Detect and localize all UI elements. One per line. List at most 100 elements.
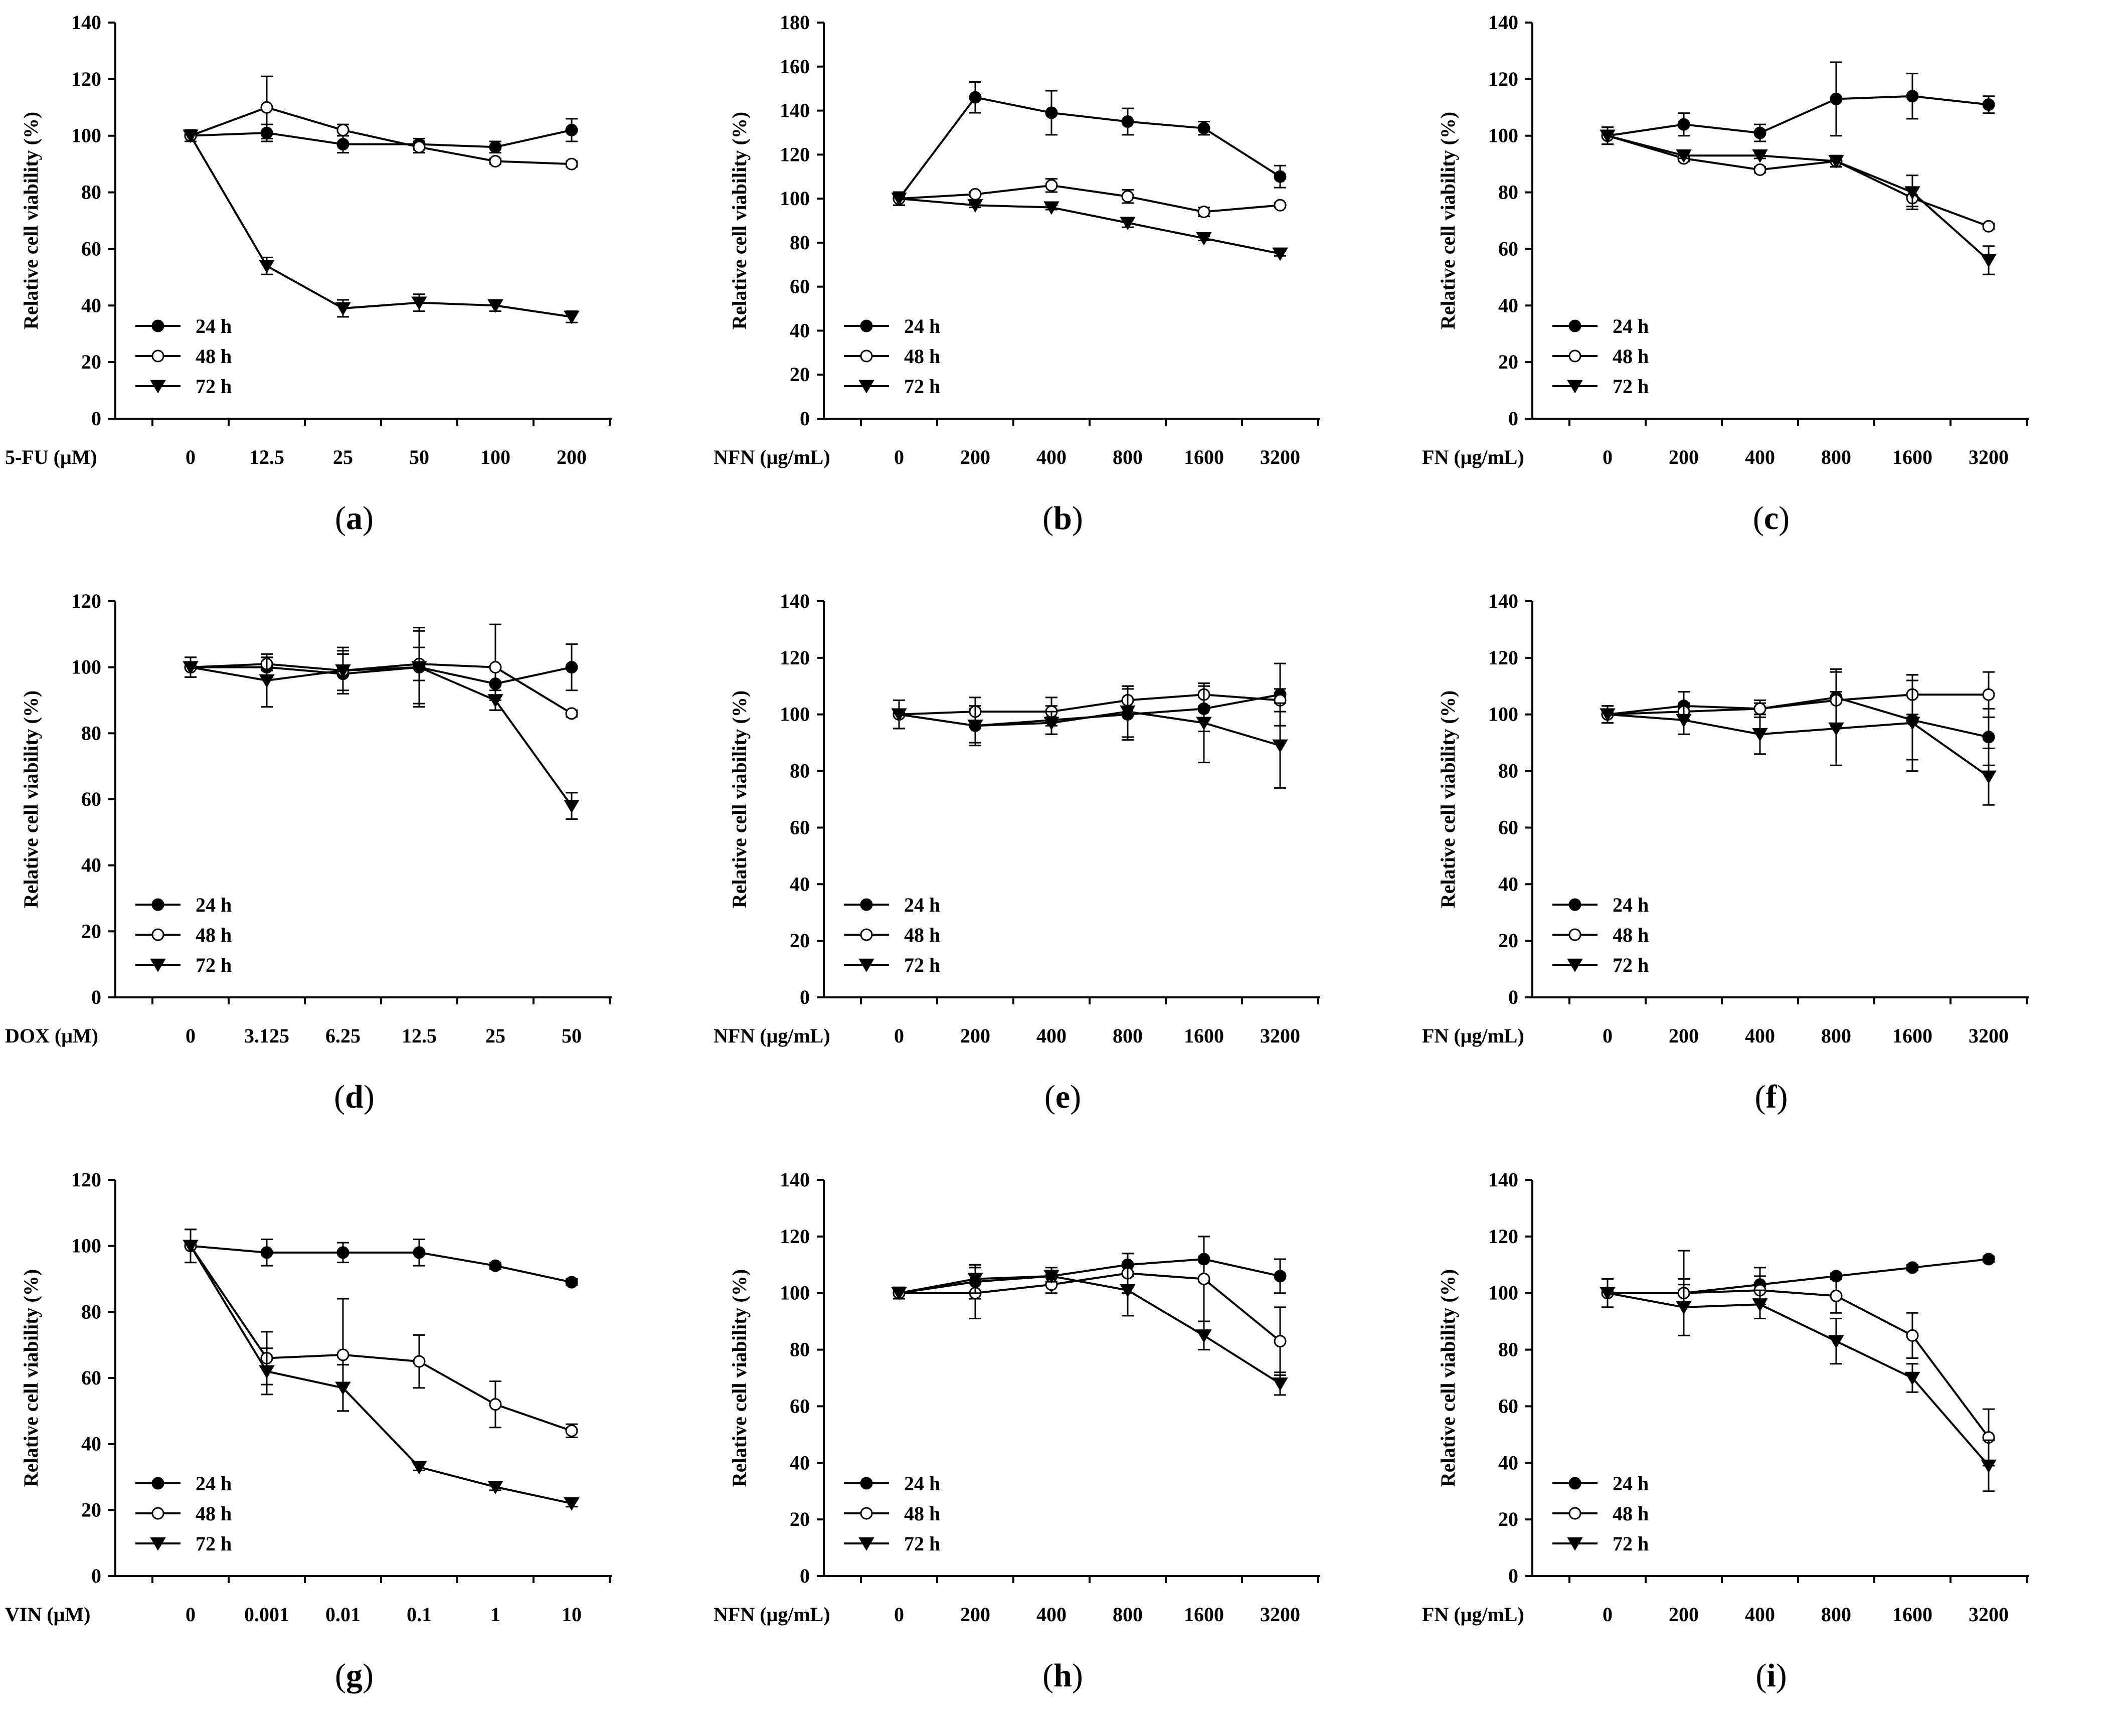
y-tick-label: 180: [780, 11, 810, 34]
y-tick-label: 120: [780, 1225, 810, 1248]
series-line: [1607, 134, 1989, 228]
data-point: [259, 260, 275, 273]
chart-panel-h: 0 20 40 60 80 100 120 140 0 200 400 800 1600 3200 NFN …: [708, 1157, 1417, 1736]
x-axis-title: FN (μg/mL): [1422, 446, 1524, 468]
data-point: [891, 1287, 907, 1301]
legend-marker: [151, 319, 164, 332]
y-tick-label: 140: [71, 11, 101, 34]
legend-label: 24 h: [196, 894, 232, 916]
data-point: [1274, 1335, 1287, 1348]
x-tick-label: 400: [1036, 1603, 1067, 1626]
legend-item: 24 h: [1552, 894, 1649, 916]
panel-label: (i): [1755, 1657, 1787, 1694]
chart-panel-g: 0 20 40 60 80 100 120 0 0.001 0.01 0.1 1 10 VIN (μM) R…: [0, 1157, 708, 1736]
data-point: [1676, 149, 1692, 163]
x-tick-label: 50: [409, 446, 429, 468]
data-point: [1753, 702, 1766, 715]
data-point: [335, 302, 351, 316]
series-72h: [891, 191, 1288, 261]
x-axis-title: NFN (μg/mL): [714, 1024, 830, 1047]
y-tick-label: 40: [81, 1433, 101, 1455]
data-point: [1753, 163, 1766, 176]
panel-label: (f): [1755, 1079, 1788, 1115]
y-tick-label: 20: [81, 351, 101, 373]
series-72h: [1600, 674, 1997, 806]
data-point: [489, 661, 502, 674]
x-tick-label: 12.5: [249, 446, 284, 468]
x-tick-label: 200: [960, 446, 990, 468]
x-tick-label: 0: [894, 446, 904, 468]
y-tick-label: 0: [91, 1565, 101, 1587]
x-tick-label: 0: [186, 1024, 196, 1047]
data-point: [259, 1365, 275, 1379]
y-tick-label: 0: [1508, 986, 1518, 1008]
chart-panel-i: 0 20 40 60 80 100 120 140 0 200 400 800 1600 3200 FN (…: [1417, 1157, 2125, 1736]
x-tick-label: 3200: [1969, 1024, 2009, 1047]
y-tick-label: 0: [91, 986, 101, 1008]
y-tick-label: 140: [780, 99, 810, 122]
series-72h: [1600, 1278, 1997, 1492]
series-line: [190, 1245, 572, 1505]
data-point: [1121, 115, 1134, 128]
data-point: [1904, 1371, 1920, 1385]
y-tick-label: 40: [1498, 1451, 1518, 1474]
data-point: [1272, 1377, 1288, 1391]
x-tick-label: 800: [1113, 1603, 1143, 1626]
series-72h: [1600, 126, 1997, 275]
legend-marker: [1568, 350, 1581, 363]
y-tick-label: 80: [1498, 1338, 1518, 1361]
legend-marker: [860, 319, 873, 332]
data-point: [565, 123, 578, 136]
series-24h: [893, 81, 1287, 206]
legend-marker: [1568, 319, 1581, 332]
series-line: [1607, 95, 1989, 137]
data-point: [1828, 722, 1844, 736]
data-point: [336, 1348, 349, 1361]
y-tick-label: 120: [71, 1168, 101, 1191]
data-point: [487, 694, 503, 708]
y-tick-label: 20: [790, 1508, 810, 1530]
x-axis-title: 5-FU (μM): [5, 446, 97, 468]
legend-marker: [1568, 898, 1581, 911]
data-point: [487, 299, 503, 313]
data-point: [1043, 201, 1059, 215]
y-tick-label: 40: [790, 1451, 810, 1474]
legend-marker: [151, 350, 164, 363]
legend-marker: [151, 898, 164, 911]
y-tick-label: 0: [800, 986, 810, 1008]
data-point: [1274, 170, 1287, 183]
legend-label: 48 h: [196, 924, 232, 946]
legend-marker: [150, 1537, 166, 1551]
y-tick-label: 20: [1498, 351, 1518, 373]
data-point: [413, 1355, 426, 1368]
data-point: [1906, 1261, 1919, 1274]
chart-svg-h: 0 20 40 60 80 100 120 140 0 200 400 800 1600 3200 NFN …: [714, 1168, 1320, 1694]
y-tick-label: 80: [81, 1300, 101, 1323]
x-tick-label: 6.25: [325, 1024, 361, 1047]
y-tick-label: 140: [1488, 590, 1518, 612]
legend-item: 72 h: [1552, 375, 1649, 398]
data-point: [1904, 186, 1920, 200]
y-axis-title: Relative cell viability (%): [20, 690, 42, 908]
x-tick-label: 25: [333, 446, 353, 468]
series-24h: [1601, 61, 1995, 145]
legend-marker: [1568, 1477, 1581, 1490]
series-72h: [183, 630, 580, 820]
x-tick-label: 800: [1821, 446, 1851, 468]
data-point: [1043, 1270, 1059, 1284]
y-tick-label: 60: [790, 275, 810, 298]
series-line: [899, 198, 1281, 255]
y-tick-label: 0: [1508, 407, 1518, 430]
data-point: [1196, 232, 1212, 246]
y-axis-title: Relative cell viability (%): [728, 1269, 751, 1487]
y-tick-label: 100: [71, 656, 101, 678]
data-point: [336, 123, 349, 136]
data-point: [1906, 1329, 1919, 1342]
data-point: [1272, 247, 1288, 261]
legend-label: 24 h: [1613, 315, 1649, 337]
legend-label: 24 h: [904, 894, 940, 916]
chart-panel-f: 0 20 40 60 80 100 120 140 0 200 400 800 1600 3200 FN (…: [1417, 579, 2125, 1157]
x-tick-label: 3200: [1969, 1603, 2009, 1626]
legend-label: 72 h: [904, 1532, 940, 1555]
